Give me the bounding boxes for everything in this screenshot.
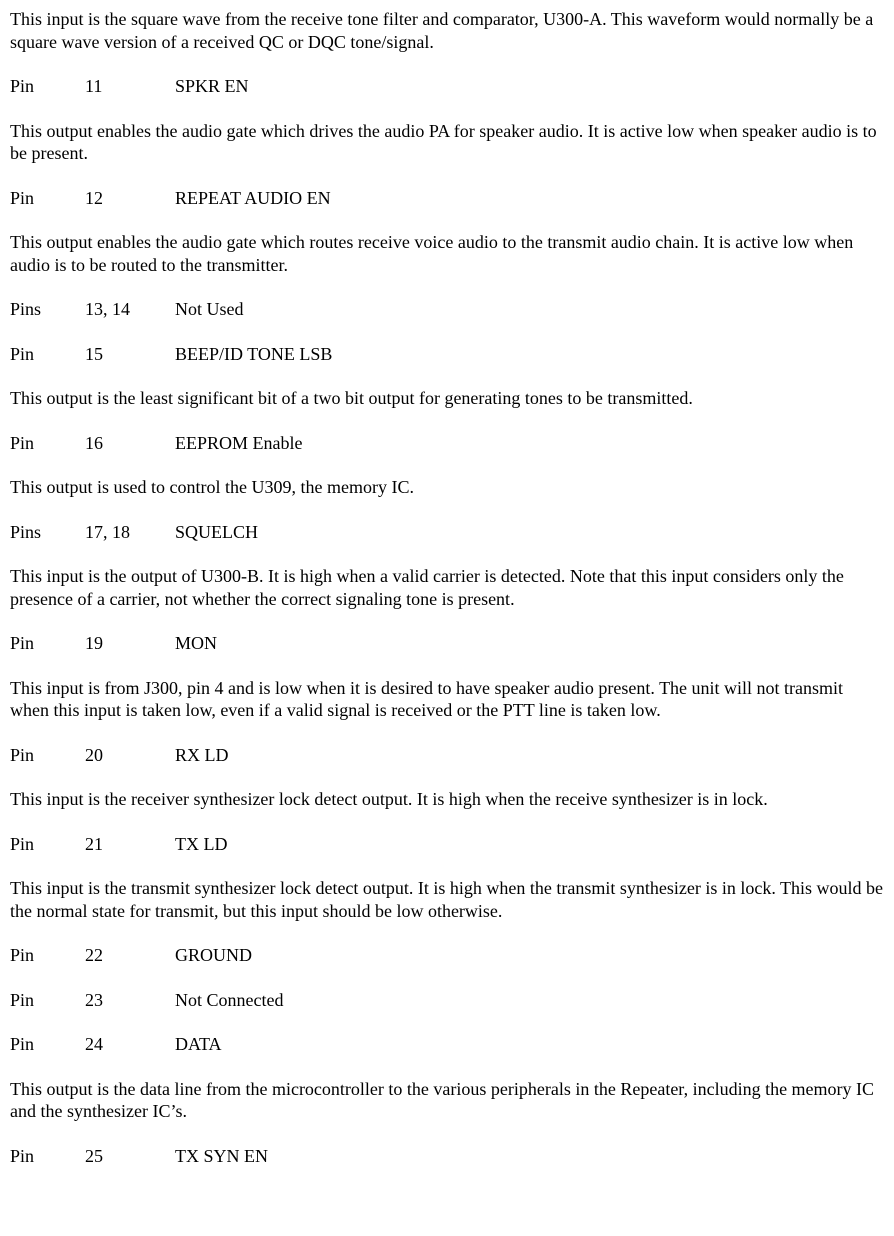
pin-row: Pin25TX SYN EN [10,1145,884,1168]
pin-number: 20 [85,744,175,767]
pin-row: Pin19MON [10,632,884,655]
pin-description: This output is the least significant bit… [10,387,884,410]
pin-number: 24 [85,1033,175,1056]
pin-description: This input is the transmit synthesizer l… [10,877,884,922]
pin-label: Pin [10,75,85,98]
pin-number: 19 [85,632,175,655]
pin-number: 17, 18 [85,521,175,544]
pin-number: 22 [85,944,175,967]
pin-row: Pin12REPEAT AUDIO EN [10,187,884,210]
pin-label: Pins [10,521,85,544]
pin-row: Pin21TX LD [10,833,884,856]
pin-label: Pin [10,989,85,1012]
pin-description: This output is the data line from the mi… [10,1078,884,1123]
pin-row: Pin23Not Connected [10,989,884,1012]
pin-label: Pin [10,744,85,767]
pin-label: Pin [10,944,85,967]
pin-name: GROUND [175,944,884,967]
pin-name: Not Used [175,298,884,321]
pin-description: This input is the output of U300-B. It i… [10,565,884,610]
pin-description: This input is the receiver synthesizer l… [10,788,884,811]
pin-row: Pin24DATA [10,1033,884,1056]
pin-name: MON [175,632,884,655]
pin-number: 11 [85,75,175,98]
pin-row: Pin16EEPROM Enable [10,432,884,455]
pin-name: TX LD [175,833,884,856]
pin-row: Pin15BEEP/ID TONE LSB [10,343,884,366]
pin-row: Pin22GROUND [10,944,884,967]
pin-row: Pins17, 18SQUELCH [10,521,884,544]
pin-label: Pin [10,432,85,455]
pin-name: TX SYN EN [175,1145,884,1168]
pin-description: This input is from J300, pin 4 and is lo… [10,677,884,722]
pin-label: Pins [10,298,85,321]
pin-number: 25 [85,1145,175,1168]
pin-label: Pin [10,343,85,366]
pin-label: Pin [10,1033,85,1056]
pin-entries: Pin11SPKR ENThis output enables the audi… [10,75,884,1167]
pin-name: REPEAT AUDIO EN [175,187,884,210]
pin-name: EEPROM Enable [175,432,884,455]
pin-row: Pin20RX LD [10,744,884,767]
pin-description: This output enables the audio gate which… [10,231,884,276]
pin-description: This output is used to control the U309,… [10,476,884,499]
pin-name: Not Connected [175,989,884,1012]
pin-number: 13, 14 [85,298,175,321]
pin-number: 15 [85,343,175,366]
pin-label: Pin [10,187,85,210]
pin-row: Pins13, 14Not Used [10,298,884,321]
pin-name: BEEP/ID TONE LSB [175,343,884,366]
pin-name: DATA [175,1033,884,1056]
pin-label: Pin [10,632,85,655]
pin-number: 23 [85,989,175,1012]
pin-row: Pin11SPKR EN [10,75,884,98]
pin-number: 16 [85,432,175,455]
pin-name: SPKR EN [175,75,884,98]
pin-number: 21 [85,833,175,856]
intro-paragraph: This input is the square wave from the r… [10,8,884,53]
pin-label: Pin [10,833,85,856]
pin-name: SQUELCH [175,521,884,544]
pin-label: Pin [10,1145,85,1168]
pin-name: RX LD [175,744,884,767]
pin-number: 12 [85,187,175,210]
pin-description: This output enables the audio gate which… [10,120,884,165]
